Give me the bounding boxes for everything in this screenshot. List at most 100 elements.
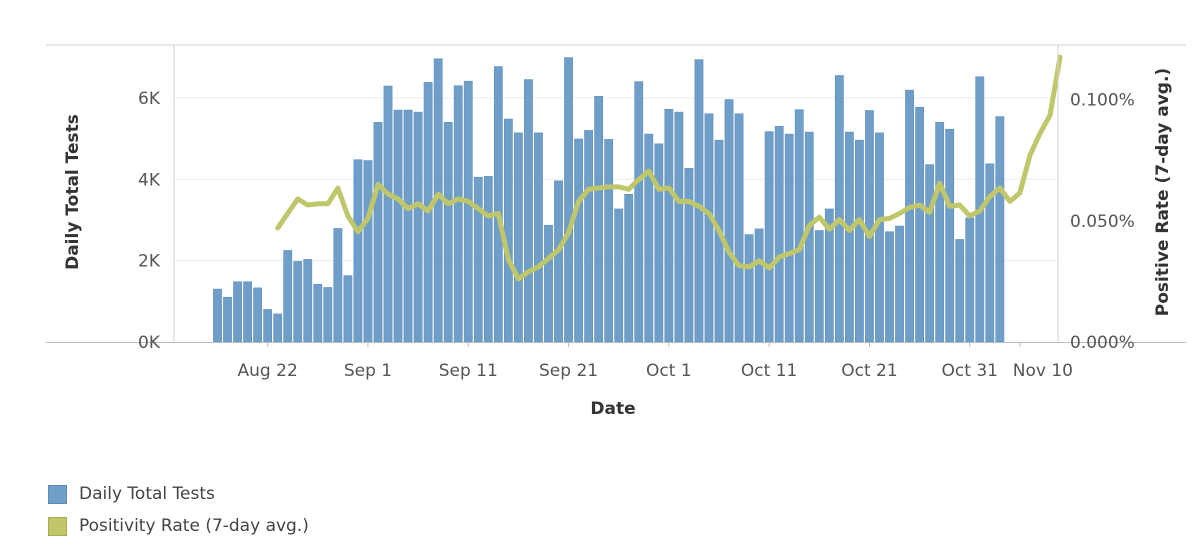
bar xyxy=(945,128,955,343)
bar xyxy=(584,130,594,343)
bar xyxy=(243,281,252,343)
bar xyxy=(223,296,232,343)
bar xyxy=(885,231,894,343)
bar xyxy=(253,287,263,343)
y-tick-label: 0K xyxy=(138,333,161,353)
bar xyxy=(493,66,503,343)
bar xyxy=(333,228,343,343)
bar xyxy=(594,95,604,343)
bar xyxy=(413,111,423,343)
x-tick-label: Oct 31 xyxy=(942,361,998,381)
positivity-line xyxy=(275,54,1063,282)
bar xyxy=(383,85,393,343)
legend-item-tests[interactable]: Daily Total Tests xyxy=(48,478,309,510)
bar xyxy=(524,79,533,343)
bar xyxy=(303,259,313,343)
bar xyxy=(754,228,764,343)
bar xyxy=(935,122,945,343)
bar xyxy=(574,138,583,343)
bar xyxy=(875,132,884,343)
bar xyxy=(995,116,1005,343)
bar xyxy=(263,309,273,343)
legend-swatch-tests xyxy=(48,484,67,504)
bar xyxy=(463,80,473,343)
bar xyxy=(373,122,383,343)
bar xyxy=(674,111,684,343)
x-tick-label: Sep 11 xyxy=(439,361,498,381)
bar xyxy=(393,109,403,343)
bar xyxy=(855,139,864,343)
y-tick-label: 2K xyxy=(138,252,161,272)
y-axis-title: Daily Total Tests xyxy=(63,114,83,270)
y2-tick-label: 0.100% xyxy=(1070,91,1135,111)
bar xyxy=(403,109,413,343)
bar xyxy=(895,225,904,343)
bar xyxy=(915,106,924,343)
bar xyxy=(213,288,222,343)
x-tick-label: Sep 1 xyxy=(344,361,392,381)
bar xyxy=(343,275,353,343)
plot-frame xyxy=(46,44,1186,343)
bar xyxy=(473,176,483,343)
bar xyxy=(313,283,323,343)
y-tick-label: 4K xyxy=(138,170,161,190)
x-tick-label: Oct 1 xyxy=(646,361,692,381)
bar xyxy=(564,57,573,343)
y-tick-label: 6K xyxy=(138,89,161,109)
bar xyxy=(654,143,664,343)
legend-label-positivity: Positivity Rate (7-day avg.) xyxy=(79,516,309,536)
x-axis-title: Date xyxy=(590,399,635,419)
bar xyxy=(744,234,754,343)
bar xyxy=(784,133,794,343)
bar xyxy=(513,132,523,343)
positivity-line-layer xyxy=(275,54,1063,282)
bar xyxy=(684,167,694,343)
bar xyxy=(865,110,874,343)
bar xyxy=(624,194,634,343)
y2-axis-title: Positive Rate (7-day avg.) xyxy=(1153,68,1173,316)
bar xyxy=(614,208,624,343)
bar xyxy=(283,250,293,343)
y-axis-ticks: 0K 2K 4K 6K xyxy=(138,89,161,353)
bar xyxy=(644,133,654,343)
bars xyxy=(213,57,1005,343)
bar xyxy=(634,81,644,343)
bar xyxy=(503,118,513,343)
bar xyxy=(353,159,363,343)
bar xyxy=(774,126,784,343)
x-axis-ticks: Aug 22 Sep 1 Sep 11 Sep 21 Oct 1 Oct 11 Oct 21… xyxy=(238,342,1073,381)
bar xyxy=(834,75,844,343)
bar xyxy=(925,164,935,343)
x-tick-label: Sep 21 xyxy=(539,361,598,381)
bar xyxy=(453,85,463,343)
legend-swatch-positivity xyxy=(48,516,67,536)
bar xyxy=(534,132,543,343)
bar xyxy=(293,261,303,343)
bar xyxy=(724,99,734,343)
x-tick-label: Aug 22 xyxy=(238,361,298,381)
chart: 0K 2K 4K 6K 0.000% 0.050% 0.100% Aug 22 Sep 1 S… xyxy=(46,44,1186,419)
bar xyxy=(363,160,373,343)
bar xyxy=(694,59,704,343)
y2-axis-ticks: 0.000% 0.050% 0.100% xyxy=(1070,91,1135,353)
bar xyxy=(764,131,774,343)
bar xyxy=(844,131,854,343)
bar xyxy=(323,287,333,343)
legend-item-positivity[interactable]: Positivity Rate (7-day avg.) xyxy=(48,510,309,542)
bar xyxy=(483,176,493,343)
bar xyxy=(985,163,995,343)
legend: Daily Total Tests Positivity Rate (7-day… xyxy=(48,478,309,542)
x-tick-label: Nov 10 xyxy=(1013,361,1073,381)
bar xyxy=(604,139,614,343)
bar xyxy=(443,122,453,343)
bar xyxy=(965,217,975,343)
bar xyxy=(233,281,242,343)
bar xyxy=(544,224,553,343)
legend-label-tests: Daily Total Tests xyxy=(79,484,215,504)
bar xyxy=(704,113,714,343)
bar xyxy=(955,239,965,343)
bar xyxy=(905,89,914,343)
bar xyxy=(734,113,744,343)
bar xyxy=(273,313,283,343)
y2-tick-label: 0.050% xyxy=(1070,212,1135,232)
